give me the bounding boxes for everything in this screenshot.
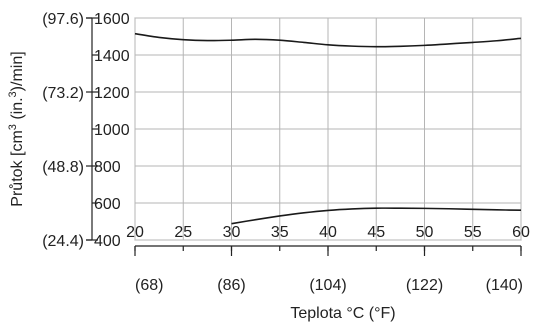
- y-tick-label: 600: [94, 196, 121, 213]
- x-axis-title: Teplota °C (°F): [290, 305, 395, 322]
- tick-labels: 400 600 800 1000 1200 1400 1600 (24.4) (48.8) (73…: [42, 11, 530, 294]
- x-secondary-tick-label: (86): [217, 277, 245, 294]
- x-tick-label: 60: [512, 224, 530, 241]
- x-secondary-tick-label: (140): [486, 277, 523, 294]
- series-line: [134, 32, 522, 48]
- y-secondary-tick-label: (73.2): [42, 85, 84, 102]
- x-tick-label: 25: [174, 224, 192, 241]
- x-tick-label: 30: [223, 224, 241, 241]
- y-tick-label: 1000: [94, 122, 130, 139]
- series-line: [231, 207, 522, 225]
- y-tick-label: 1600: [94, 11, 130, 28]
- curves: [134, 32, 522, 225]
- y-tick-label: 400: [94, 233, 121, 250]
- x-secondary-tick-label: (104): [309, 277, 346, 294]
- y-tick-label: 800: [94, 159, 121, 176]
- x-tick-label: 35: [271, 224, 289, 241]
- x-tick-label: 20: [126, 224, 144, 241]
- y-axis-title-part: )/min]: [9, 51, 26, 91]
- x-secondary-tick-label: (68): [135, 277, 163, 294]
- x-tick-label: 45: [367, 224, 385, 241]
- x-tick-label: 40: [319, 224, 337, 241]
- y-secondary-bracket: [86, 17, 92, 241]
- y-tick-label: 1400: [94, 48, 130, 65]
- y-axis-title: Průtok [cm3 (in.3)/min]: [7, 51, 26, 206]
- grid: [134, 17, 522, 241]
- y-axis-title-part: Průtok [cm: [8, 130, 26, 206]
- ticks: [86, 17, 522, 256]
- x-tick-label: 55: [464, 224, 482, 241]
- y-secondary-tick-label: (97.6): [42, 11, 84, 28]
- y-axis-title-superscript: 3: [7, 91, 19, 97]
- x-tick-label: 50: [416, 224, 434, 241]
- x-secondary-tick-label: (122): [406, 277, 443, 294]
- y-axis-title-superscript: 3: [7, 124, 19, 130]
- y-tick-label: 1200: [94, 85, 130, 102]
- y-secondary-tick-label: (24.4): [42, 233, 84, 250]
- y-axis-title-part: (in.: [9, 97, 26, 124]
- axes: [86, 17, 521, 247]
- y-secondary-tick-label: (48.8): [42, 159, 84, 176]
